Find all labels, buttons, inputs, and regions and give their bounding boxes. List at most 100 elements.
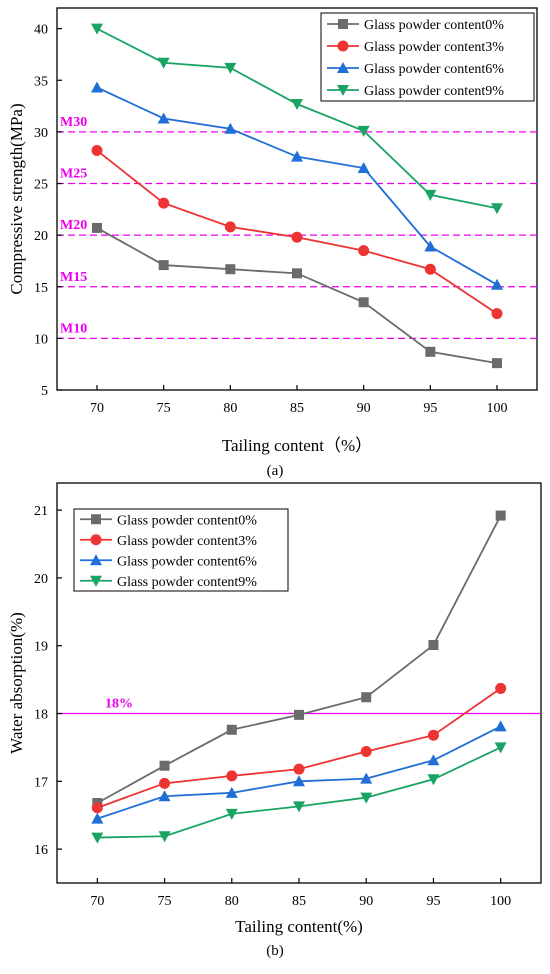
legend-box [73,508,289,592]
data-point [293,801,305,813]
x-tick-label: 95 [426,894,440,909]
reference-label: M15 [60,270,87,285]
x-tick-label: 90 [359,894,373,909]
data-point [224,221,236,233]
x-tick-label: 90 [357,401,371,416]
reference-label: M10 [60,321,87,336]
y-tick-label: 15 [34,281,48,296]
y-tick-label: 35 [34,74,48,89]
x-tick-label: 85 [292,894,306,909]
panel-label: (b) [266,943,284,959]
data-point [291,150,303,162]
data-point [159,760,170,771]
data-point [224,122,237,134]
y-tick-label: 20 [34,229,48,244]
data-point [158,790,171,802]
x-tick-label: 85 [290,401,304,416]
data-point [157,57,170,69]
legend-entry: Glass powder content6% [364,62,504,77]
data-point [225,808,238,820]
data-point [427,774,440,786]
data-point [428,640,439,651]
x-tick-label: 100 [487,401,508,416]
data-point [225,786,238,798]
legend-swatch-marker [337,40,349,52]
data-point [91,23,103,35]
x-axis-title: Tailing content(%) [235,917,363,936]
y-tick-label: 40 [34,23,48,38]
data-point [357,125,370,137]
series-line [97,746,502,839]
data-point [226,770,238,782]
reference-label: M20 [60,218,87,233]
data-point [494,742,507,754]
data-point [361,692,372,703]
panel-label: (a) [267,463,284,479]
data-point [357,162,370,174]
legend-entry: Glass powder content0% [364,18,504,33]
series-glass-powder-content6- [91,720,507,824]
y-tick-label: 21 [34,504,48,519]
data-point [158,260,169,271]
data-point [157,112,170,124]
series-glass-powder-content3- [91,682,507,814]
data-point [494,720,507,732]
y-tick-label: 30 [34,126,48,141]
chart-panel-1: M30 M25 M20 M15 M10 70 75 80 85 90 95 100 5 10 15 20 25 3… [7,7,538,479]
x-tick-label: 70 [90,401,104,416]
data-point [294,709,304,720]
series-line [96,86,498,286]
y-axis-title: Compressive strength(MPa) [7,103,26,294]
x-tick-label: 100 [490,894,511,909]
legend-swatch-marker [91,514,101,525]
series-glass-powder-content3- [91,144,503,320]
data-point [492,358,502,369]
data-point [291,231,303,243]
data-point [91,81,103,93]
data-point [158,197,170,209]
data-point [293,763,305,775]
x-tick-label: 80 [223,401,237,416]
legend-swatch-marker [338,19,348,29]
data-point [224,62,237,74]
data-point [360,772,373,784]
legend-swatch-marker [90,554,102,566]
data-point [226,724,237,735]
y-axis-title: Water absorption(%) [7,612,26,754]
series-glass-powder-content0- [92,222,502,369]
data-point [424,240,437,252]
data-point [358,297,369,308]
y-tick-label: 18 [34,708,48,723]
y-tick-label: 17 [34,775,48,790]
legend-entry: Glass powder content9% [117,575,257,590]
data-point [293,775,305,787]
series-glass-powder-content6- [91,81,503,290]
data-point [292,268,302,279]
x-tick-label: 70 [90,894,104,909]
reference-label: 18% [105,697,133,712]
legend-entry: Glass powder content3% [364,40,504,55]
reference-label: M25 [60,167,87,182]
data-point [92,222,102,233]
data-point [427,729,439,741]
series-glass-powder-content9- [91,742,507,844]
data-point [91,802,103,814]
series-line [96,227,498,365]
data-point [424,189,437,201]
x-tick-label: 80 [225,894,239,909]
data-point [358,245,370,257]
legend-swatch-marker [337,62,349,73]
chart-panel-2: 18% 70 75 80 85 90 95 100 16 17 18 19 20 21 Tailing co… [7,482,542,959]
data-point [91,812,104,824]
y-tick-label: 25 [34,178,48,193]
data-point [91,832,104,844]
data-point [427,754,440,766]
legend-swatch-marker [90,534,102,546]
series-line [97,687,502,809]
data-point [360,745,372,757]
data-point [91,144,103,156]
data-point [424,263,436,275]
legend-entry: Glass powder content6% [117,554,257,569]
